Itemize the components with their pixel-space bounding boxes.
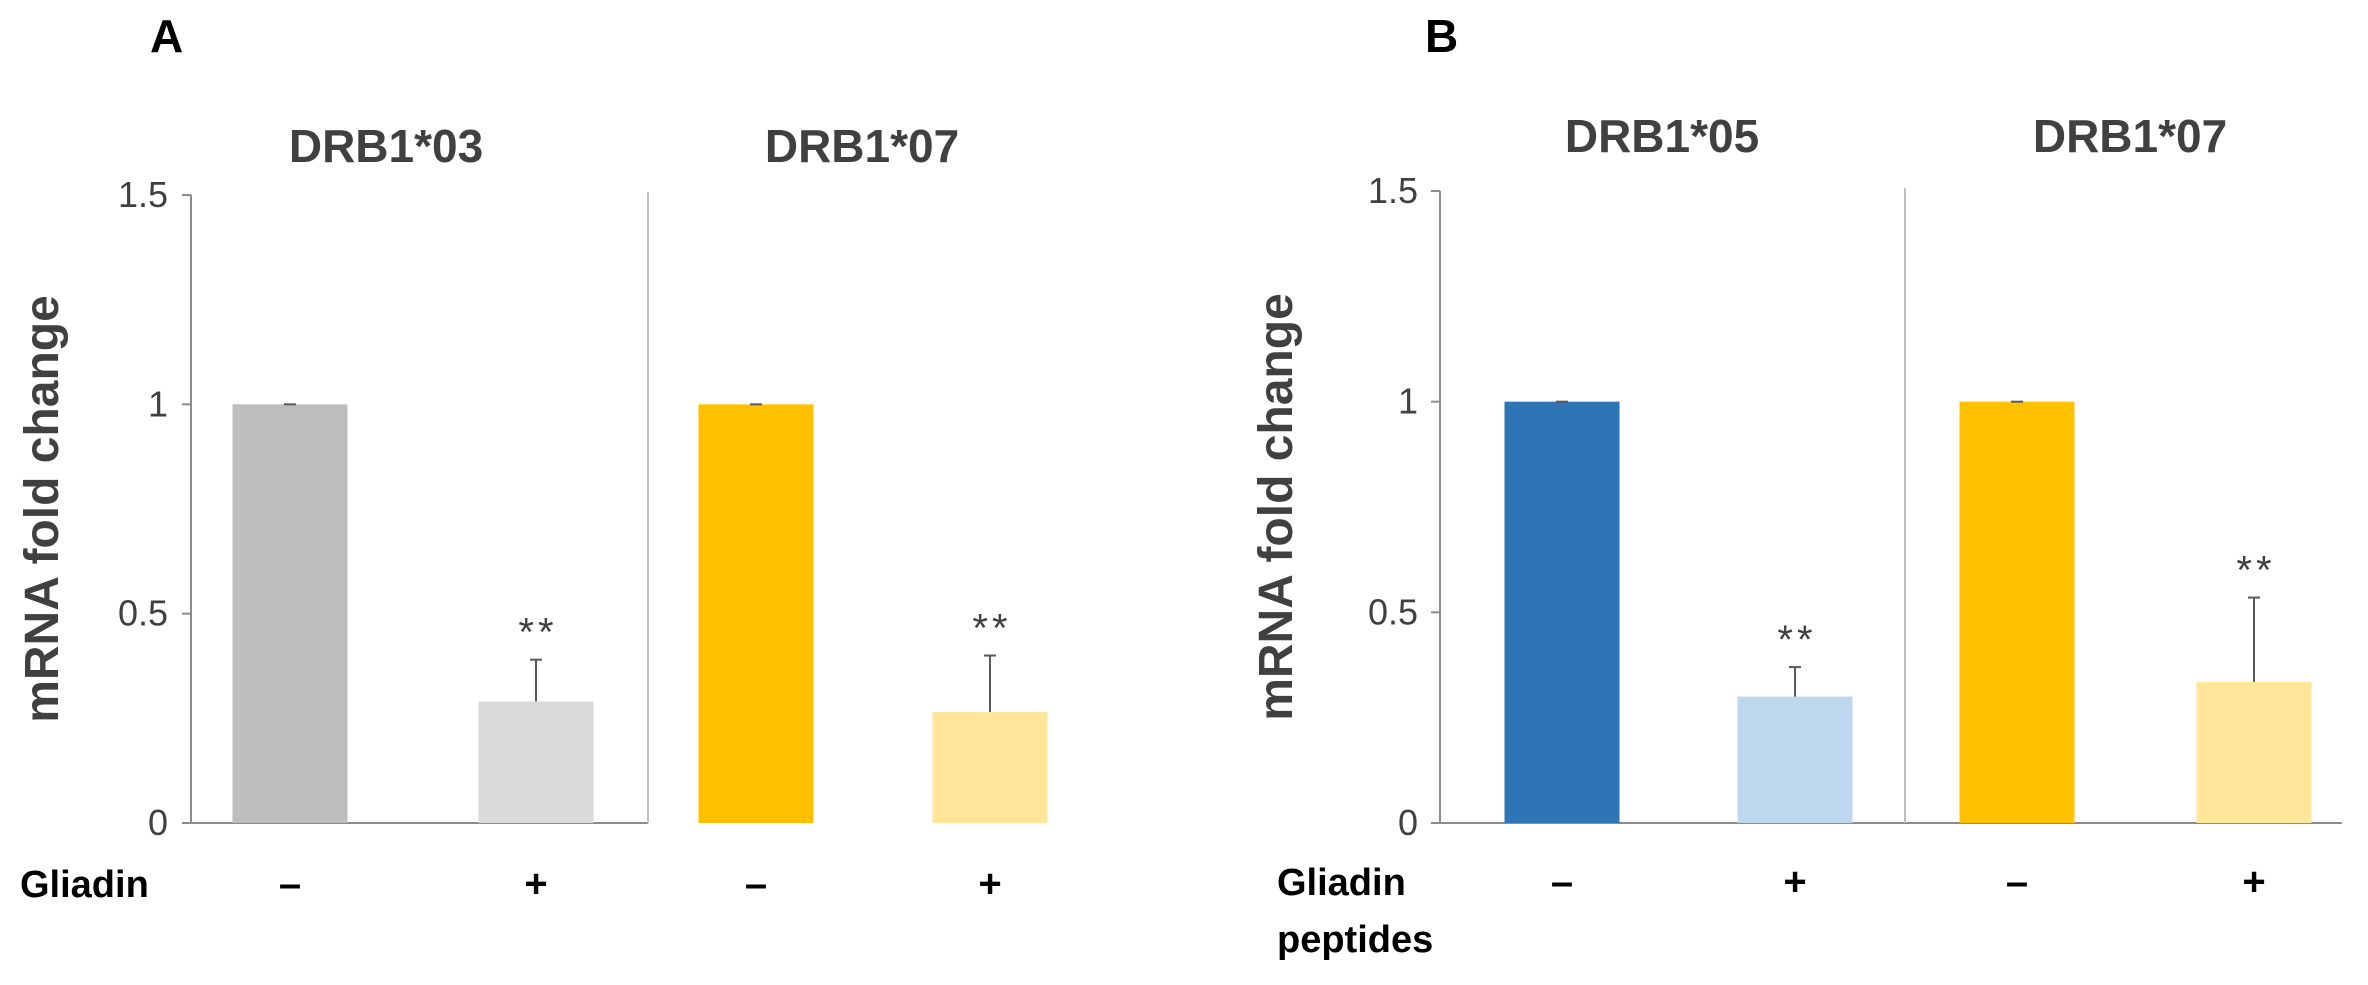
panel-b-group-1-title: DRB1*05 — [1565, 110, 1759, 162]
panel-b-group-1-bar-2 — [1737, 696, 1853, 823]
panel-b-y-tick-label: 1 — [1398, 381, 1418, 422]
panel-b-letter: B — [1425, 10, 1458, 62]
panel-a-letter: A — [150, 10, 183, 62]
panel-a-group-1-bar-2-condition: + — [524, 862, 547, 906]
panel-b-group-1-bar-2-significance: ** — [1777, 618, 1816, 662]
panel-a-y-tick-label: 1 — [148, 383, 168, 424]
panel-a-y-axis-label: mRNA fold change — [16, 295, 69, 723]
panel-a-condition-label: Gliadin — [20, 864, 149, 906]
panel-b-group-2-title: DRB1*07 — [2033, 110, 2227, 162]
panel-a-group-2-bar-2-significance: ** — [972, 607, 1011, 651]
panel-b-group-2-bar-1-condition: – — [2006, 860, 2028, 904]
panel-b-condition-label: Gliadin — [1277, 862, 1406, 904]
panel-a-group-2-bar-1 — [698, 404, 814, 823]
panel-a-group-1-bar-1-condition: – — [279, 862, 301, 906]
panel-a-group-2-bar-1-condition: – — [745, 862, 767, 906]
panel-a-group-1-bar-1 — [232, 404, 348, 823]
panel-b-group-1-bar-1 — [1504, 401, 1620, 823]
panel-a-y-tick-label: 0.5 — [118, 593, 168, 634]
panel-b-group-2-bar-2 — [2196, 681, 2312, 823]
panel-a-group-1-title: DRB1*03 — [289, 120, 483, 172]
panel-b-condition-label-line-2: peptides — [1277, 919, 1433, 961]
panel-b-group-1-bar-1-condition: – — [1551, 860, 1573, 904]
panel-b-y-tick-label: 1.5 — [1368, 170, 1418, 211]
panel-a-y-tick-label: 1.5 — [118, 174, 168, 215]
panel-b-group-2-bar-2-significance: ** — [2236, 549, 2275, 593]
panel-b-group-2-bar-1 — [1959, 401, 2075, 823]
panel-b-group-2-bar-2-condition: + — [2242, 860, 2265, 904]
panel-a-group-1-bar-2-significance: ** — [518, 611, 557, 655]
panel-b-y-tick-label: 0.5 — [1368, 591, 1418, 632]
panel-a-group-1-bar-2 — [478, 701, 594, 823]
panel-a-group-2-bar-2 — [932, 712, 1048, 823]
panel-b-y-axis-label: mRNA fold change — [1250, 293, 1303, 721]
panel-a-group-2-title: DRB1*07 — [765, 120, 959, 172]
panel-b-y-tick-label: 0 — [1398, 802, 1418, 843]
panel-a-group-2-bar-2-condition: + — [978, 862, 1001, 906]
panel-b-group-1-bar-2-condition: + — [1783, 860, 1806, 904]
panel-a-y-tick-label: 0 — [148, 802, 168, 843]
